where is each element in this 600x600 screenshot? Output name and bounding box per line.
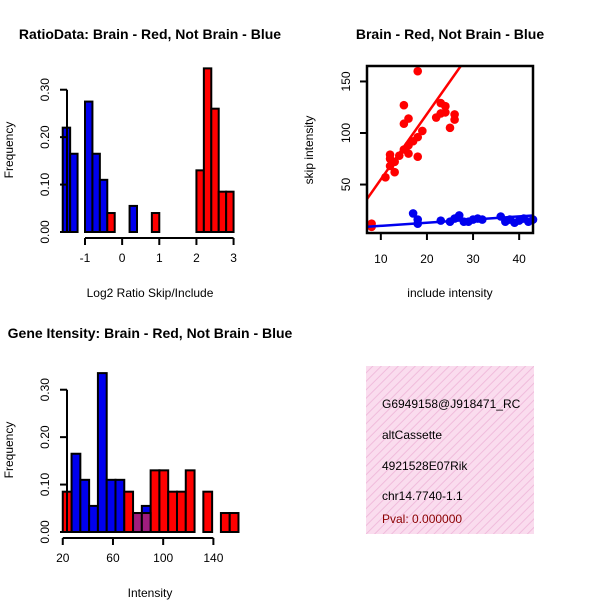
scatter-point-brain — [445, 123, 455, 133]
scatter-point-brain — [390, 167, 399, 177]
y-tick-label: 0.10 — [38, 473, 52, 497]
y-tick-label: 100 — [339, 123, 353, 143]
info-event-type: altCassette — [382, 428, 442, 442]
gene-intensity-histogram-ylabel: Frequency — [2, 422, 16, 479]
y-tick-label: 0.30 — [38, 378, 52, 402]
y-tick-label: 150 — [339, 71, 353, 91]
scatter-point-brain — [441, 108, 450, 117]
ratio-histogram: RatioData: Brain - Red, Not Brain - Blue… — [2, 26, 281, 300]
x-tick-label: 140 — [203, 551, 223, 565]
histogram-bar-not-brain — [91, 152, 101, 233]
x-tick-label: 20 — [56, 551, 70, 565]
histogram-bar-not-brain — [114, 478, 126, 534]
histogram-bar-brain — [149, 469, 161, 534]
histogram-bar-brain — [175, 490, 187, 533]
scatter-point-not-brain — [454, 211, 464, 220]
ratio-histogram-ylabel: Frequency — [2, 122, 16, 179]
scatter-point-brain — [441, 101, 450, 111]
histogram-bar-brain — [217, 190, 228, 233]
fit-line-not-brain — [367, 214, 533, 229]
x-tick-label: 1 — [156, 251, 163, 265]
histogram-bar-not-brain — [88, 504, 99, 533]
y-tick-label: 0.10 — [38, 173, 52, 197]
histogram-bar-brain — [228, 512, 240, 533]
histogram-bar-brain — [150, 212, 161, 233]
gene-intensity-histogram: Gene Itensity: Brain - Red, Not Brain - … — [2, 325, 293, 600]
histogram-bar-brain — [202, 490, 214, 533]
y-tick-label: 0.20 — [38, 125, 52, 149]
scatter-point-brain — [413, 132, 423, 142]
histogram-bar-brain — [202, 67, 213, 233]
intensity-scatter-ylabel: skip intensity — [302, 116, 316, 185]
x-tick-label: 3 — [230, 251, 237, 265]
scatter-point-brain — [404, 114, 413, 123]
histogram-bar-not-brain — [98, 178, 109, 233]
histogram-bar-not-brain — [84, 100, 94, 233]
histogram-bar-overlap — [140, 512, 152, 533]
scatter-point-brain — [413, 66, 423, 76]
scatter-point-brain — [404, 149, 413, 158]
scatter-point-brain — [399, 100, 409, 110]
scatter-point-brain — [450, 110, 459, 119]
gene-intensity-histogram-xlabel: Intensity — [128, 586, 173, 600]
y-tick-label: 50 — [339, 178, 353, 192]
info-pval: Pval: 0.000000 — [382, 512, 462, 526]
histogram-bar-brain — [195, 169, 205, 233]
fit-line-brain — [367, 66, 463, 200]
intensity-scatter-xlabel: include intensity — [407, 286, 492, 300]
scatter-point-brain — [418, 126, 427, 136]
histogram-bar-not-brain — [128, 204, 138, 234]
histogram-bar-not-brain — [69, 152, 79, 233]
y-tick-label: 0.00 — [38, 220, 52, 244]
x-tick-label: 100 — [153, 551, 173, 565]
info-panel: G6949158@J918471_RC altCassette 4921528E… — [366, 366, 534, 534]
info-gene-name: 4921528E07Rik — [382, 459, 468, 473]
histogram-bar-not-brain — [96, 372, 108, 533]
scatter-point-brain — [413, 152, 423, 162]
histogram-bar-brain — [219, 512, 231, 533]
histogram-bar-brain — [106, 212, 116, 233]
x-tick-label: 2 — [193, 251, 200, 265]
histogram-bar-not-brain — [79, 478, 91, 534]
x-tick-label: 0 — [119, 251, 126, 265]
x-tick-label: -1 — [80, 251, 91, 265]
info-locus: chr14.7740-1.1 — [382, 489, 463, 503]
histogram-bar-not-brain — [70, 452, 82, 533]
x-tick-label: 40 — [512, 252, 526, 266]
histogram-bar-brain — [210, 107, 220, 233]
intensity-scatter: Brain - Red, Not Brain - Blue include in… — [302, 26, 544, 300]
histogram-bar-brain — [158, 469, 170, 534]
y-tick-label: 0.00 — [38, 520, 52, 544]
ratio-histogram-title: RatioData: Brain - Red, Not Brain - Blue — [19, 26, 281, 42]
histogram-bar-brain — [225, 190, 235, 233]
scatter-point-not-brain — [408, 209, 418, 218]
histogram-bar-not-brain — [105, 478, 117, 534]
plot-frame — [365, 64, 535, 235]
x-tick-label: 60 — [106, 551, 120, 565]
y-tick-label: 0.30 — [38, 78, 52, 102]
histogram-bar-brain — [184, 469, 196, 534]
x-tick-label: 10 — [374, 252, 388, 266]
scatter-point-not-brain — [413, 215, 423, 224]
intensity-scatter-title: Brain - Red, Not Brain - Blue — [356, 26, 544, 42]
y-tick-label: 0.20 — [38, 425, 52, 449]
ratio-histogram-xlabel: Log2 Ratio Skip/Include — [87, 286, 214, 300]
info-probe-id: G6949158@J918471_RC — [382, 397, 521, 411]
gene-intensity-histogram-title: Gene Itensity: Brain - Red, Not Brain - … — [8, 325, 293, 341]
histogram-bar-brain — [123, 490, 135, 533]
info-panel-background — [366, 366, 534, 534]
histogram-bar-overlap — [132, 512, 143, 533]
x-tick-label: 30 — [466, 252, 480, 266]
x-tick-label: 20 — [420, 252, 434, 266]
scatter-point-brain — [385, 150, 395, 159]
histogram-bar-brain — [167, 490, 178, 533]
